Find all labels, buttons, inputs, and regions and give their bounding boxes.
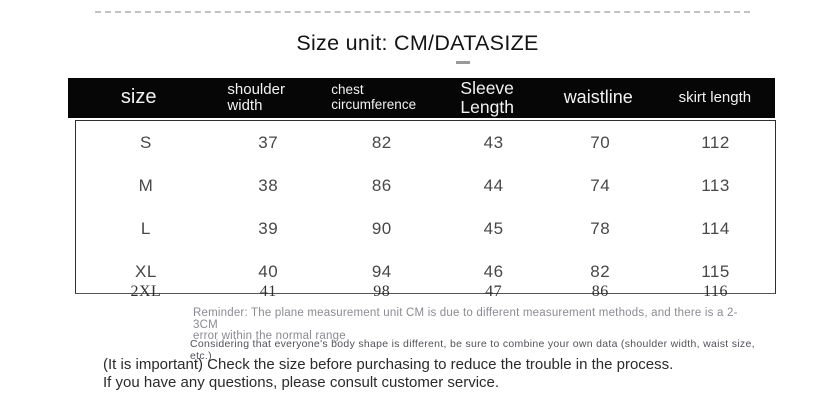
cell-chest: 86: [371, 175, 392, 195]
cell-skirt: 114: [701, 218, 730, 238]
title-underline-dash: [456, 61, 470, 64]
important-note: (It is important) Check the size before …: [103, 356, 743, 391]
header-cell-waistline: waistline: [563, 87, 633, 108]
reminder-line-2: error within the normal range: [193, 330, 346, 342]
cell-waistline: 82: [590, 261, 611, 281]
cell-skirt: 115: [701, 261, 730, 281]
considering-note: Considering that everyone's body shape i…: [190, 338, 755, 362]
cell-size: XL: [135, 261, 157, 281]
cell-waistline: 86: [591, 283, 609, 300]
cell-size: S: [139, 132, 152, 152]
cell-chest: 90: [371, 218, 392, 238]
cell-sleeve: 44: [483, 175, 504, 195]
table-row-2xl: 2XL 41 98 47 86 116: [76, 282, 775, 302]
size-table-rows: S 37 82 43 70 112 M 38 86 44 74 113 L 39…: [76, 121, 775, 293]
table-row-m: M 38 86 44 74 113: [76, 164, 775, 207]
cell-skirt: 116: [703, 283, 728, 300]
important-line-2: If you have any questions, please consul…: [103, 373, 500, 391]
cell-sleeve: 47: [485, 283, 503, 300]
header-cell-skirt-length: skirt length: [678, 88, 752, 106]
cell-sleeve: 46: [483, 261, 504, 281]
cell-waistline: 78: [590, 218, 611, 238]
cell-sleeve: 43: [483, 132, 504, 152]
cell-waistline: 74: [590, 175, 611, 195]
header-cell-chest-circumference: chest circumference: [331, 82, 417, 112]
table-row-s: S 37 82 43 70 112: [76, 121, 775, 164]
cell-shoulder: 37: [258, 132, 279, 152]
cell-skirt: 113: [701, 175, 730, 195]
reminder-note: Reminder: The plane measurement unit CM …: [193, 307, 753, 343]
cell-chest: 98: [373, 283, 391, 300]
cell-waistline: 70: [590, 132, 611, 152]
header-cell-size: size: [120, 86, 157, 109]
cell-shoulder: 41: [259, 283, 277, 300]
cell-chest: 94: [371, 261, 392, 281]
size-table-body: S 37 82 43 70 112 M 38 86 44 74 113 L 39…: [75, 120, 776, 300]
cell-shoulder: 40: [258, 261, 279, 281]
header-cell-shoulder-width: shoulder width: [227, 80, 285, 114]
reminder-line-1: Reminder: The plane measurement unit CM …: [193, 307, 738, 331]
cell-skirt: 112: [701, 132, 730, 152]
page-title: Size unit: CM/DATASIZE: [296, 31, 539, 55]
cell-size: 2XL: [130, 283, 162, 300]
size-table-header: size shoulder width chest circumference …: [68, 78, 775, 118]
cell-chest: 82: [371, 132, 392, 152]
cell-shoulder: 39: [258, 218, 279, 238]
cell-shoulder: 38: [258, 175, 279, 195]
cell-sleeve: 45: [483, 218, 504, 238]
cell-size: L: [140, 218, 151, 238]
cell-size: M: [138, 175, 154, 195]
important-line-1: (It is important) Check the size before …: [103, 356, 674, 373]
top-dashed-divider: [95, 11, 750, 13]
header-cell-sleeve-length: Sleeve Length: [460, 78, 514, 117]
table-row-xl: XL 40 94 46 82 115: [76, 250, 775, 293]
table-row-l: L 39 90 45 78 114: [76, 207, 775, 250]
